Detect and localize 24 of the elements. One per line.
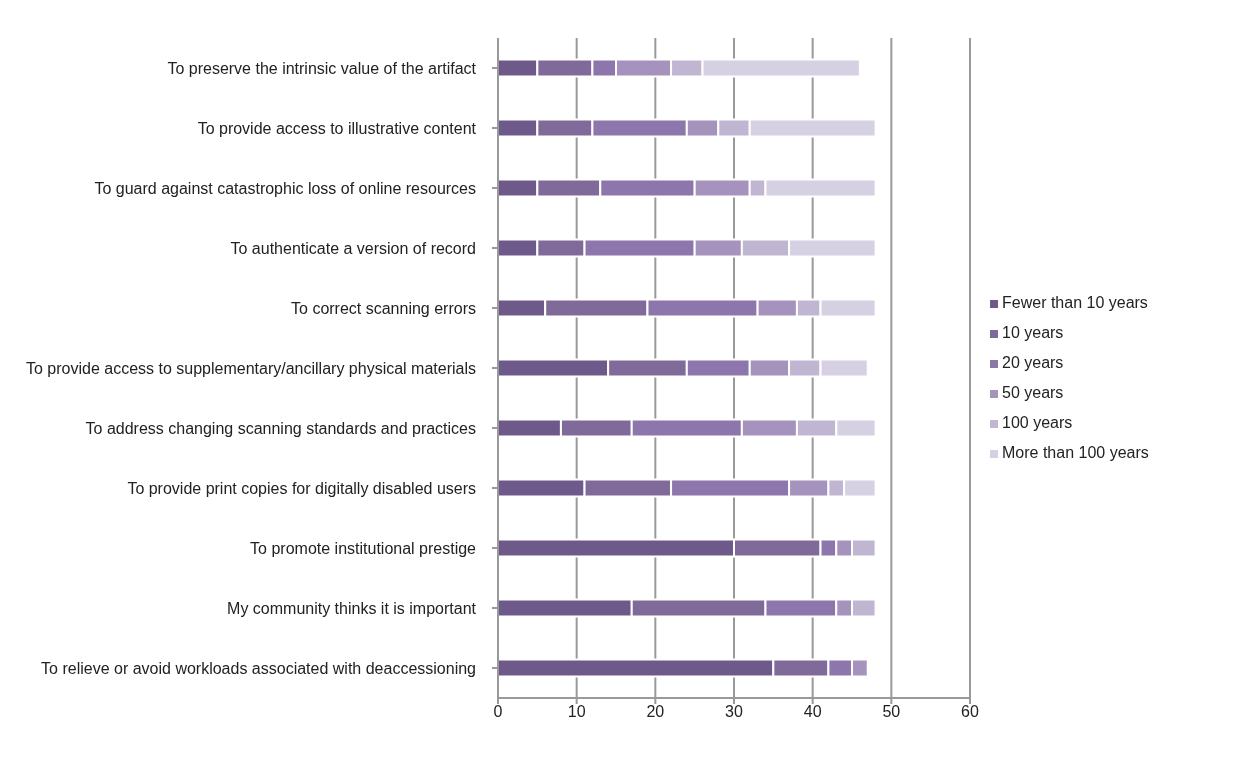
legend-label: More than 100 years bbox=[1002, 444, 1149, 461]
y-tick-label: To promote institutional prestige bbox=[250, 539, 477, 557]
y-tick-label: To provide print copies for digitally disabled users bbox=[127, 479, 476, 497]
y-tick-label: To preserve the intrinsic value of the artifact bbox=[167, 59, 477, 77]
x-tick-label: 60 bbox=[961, 703, 979, 721]
legend-label: 20 years bbox=[1002, 354, 1064, 371]
x-tick-label: 50 bbox=[882, 703, 901, 721]
legend-label: 50 years bbox=[1002, 384, 1064, 401]
x-tick-label: 10 bbox=[567, 703, 586, 721]
y-tick-label: To relieve or avoid workloads associated with deaccessioning bbox=[41, 659, 476, 677]
legend-label: 10 years bbox=[1002, 324, 1064, 341]
x-tick-label: 30 bbox=[725, 703, 743, 721]
x-tick-label: 40 bbox=[803, 703, 822, 721]
y-tick-label: To correct scanning errors bbox=[291, 299, 476, 317]
y-tick-label: To provide access to illustrative content bbox=[197, 119, 477, 137]
y-tick-label: To address changing scanning standards and practices bbox=[85, 419, 476, 437]
y-tick-label: To authenticate a version of record bbox=[230, 239, 476, 257]
x-tick-label: 20 bbox=[646, 703, 665, 721]
x-tick-label: 0 bbox=[493, 703, 503, 721]
y-tick-label: To guard against catastrophic loss of online resources bbox=[94, 179, 476, 197]
legend-label: Fewer than 10 years bbox=[1002, 294, 1148, 311]
legend-label: 100 years bbox=[1002, 414, 1073, 431]
y-tick-label: My community thinks it is important bbox=[227, 599, 477, 617]
y-tick-label: To provide access to supplementary/ancillary physical materials bbox=[26, 359, 476, 377]
